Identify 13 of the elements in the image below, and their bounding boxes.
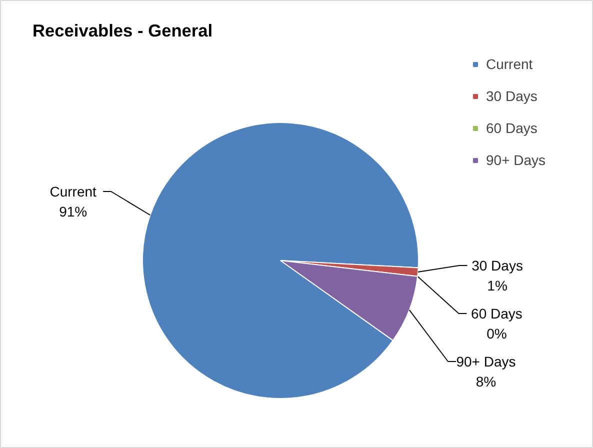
slice-label: 30 Days: [472, 258, 523, 274]
legend-label: 30 Days: [486, 88, 538, 104]
category-label: 60 Days: [471, 306, 522, 322]
legend-label: 60 Days: [486, 120, 538, 136]
data-label: 8%: [476, 374, 496, 390]
slice-label: Current: [50, 184, 97, 200]
data-label: 91%: [59, 204, 88, 220]
text: 0%: [486, 326, 507, 342]
chart-title: Receivables - General: [32, 20, 213, 40]
legend-label: Current: [486, 56, 533, 72]
slice-label: 90+ Days: [456, 354, 516, 370]
data-label: 1%: [487, 278, 508, 294]
legend-label: 90+ Days: [486, 152, 546, 168]
